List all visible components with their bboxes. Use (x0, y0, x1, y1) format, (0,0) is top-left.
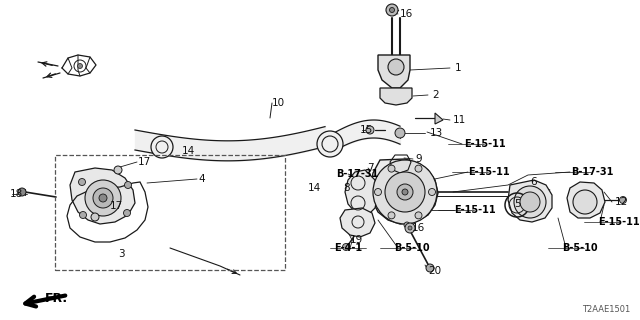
Circle shape (402, 189, 408, 195)
Text: 9: 9 (415, 154, 422, 164)
Text: B-17-31: B-17-31 (336, 169, 378, 179)
Circle shape (124, 210, 131, 217)
Circle shape (388, 59, 404, 75)
Polygon shape (370, 159, 438, 224)
Circle shape (620, 196, 627, 204)
Polygon shape (508, 180, 552, 222)
Text: B-5-10: B-5-10 (394, 243, 429, 253)
Text: E-15-11: E-15-11 (454, 205, 495, 215)
Text: 17: 17 (110, 201, 124, 211)
Text: 4: 4 (198, 174, 205, 184)
Text: 5: 5 (514, 199, 520, 209)
Text: E-4-1: E-4-1 (334, 243, 362, 253)
Circle shape (390, 7, 394, 12)
Circle shape (388, 212, 395, 219)
Circle shape (395, 128, 405, 138)
Circle shape (91, 213, 99, 221)
Circle shape (408, 226, 412, 230)
Text: 11: 11 (453, 115, 467, 125)
Polygon shape (567, 182, 605, 218)
Circle shape (374, 188, 381, 196)
Text: 14: 14 (182, 146, 195, 156)
Circle shape (125, 181, 131, 188)
Circle shape (366, 126, 374, 134)
Polygon shape (435, 113, 443, 124)
Bar (55, 155, 285, 270)
Text: 6: 6 (530, 177, 536, 187)
Circle shape (415, 212, 422, 219)
Text: E-15-11: E-15-11 (468, 167, 509, 177)
Circle shape (114, 166, 122, 174)
Text: 14: 14 (308, 183, 321, 193)
Text: 16: 16 (412, 223, 425, 233)
Circle shape (85, 180, 121, 216)
Polygon shape (380, 88, 412, 105)
Circle shape (514, 186, 546, 218)
Text: 13: 13 (430, 128, 444, 138)
Polygon shape (345, 170, 378, 215)
Text: 12: 12 (615, 197, 628, 207)
Text: 1: 1 (455, 63, 461, 73)
Circle shape (373, 160, 437, 224)
Polygon shape (378, 55, 410, 88)
Text: FR.: FR. (45, 292, 68, 305)
Circle shape (99, 194, 107, 202)
Circle shape (386, 4, 398, 16)
Text: 16: 16 (400, 9, 413, 19)
Circle shape (415, 165, 422, 172)
Text: B-17-31: B-17-31 (571, 167, 613, 177)
Circle shape (79, 179, 86, 186)
Circle shape (429, 188, 435, 196)
Circle shape (342, 244, 349, 251)
Circle shape (405, 223, 415, 233)
Circle shape (573, 190, 597, 214)
Circle shape (18, 188, 26, 196)
Circle shape (388, 165, 395, 172)
Text: 7: 7 (367, 163, 374, 173)
Circle shape (79, 212, 86, 219)
Circle shape (93, 188, 113, 208)
Text: 10: 10 (272, 98, 285, 108)
Text: 17: 17 (138, 157, 151, 167)
Text: E-15-11: E-15-11 (464, 139, 506, 149)
Text: T2AAE1501: T2AAE1501 (582, 305, 630, 314)
Text: 18: 18 (10, 189, 23, 199)
Circle shape (385, 172, 425, 212)
Polygon shape (70, 168, 135, 224)
Text: 20: 20 (428, 266, 441, 276)
Text: B-5-10: B-5-10 (562, 243, 598, 253)
Text: 19: 19 (350, 235, 364, 245)
Circle shape (317, 131, 343, 157)
Text: 8: 8 (343, 183, 349, 193)
Text: 3: 3 (118, 249, 125, 259)
Circle shape (426, 264, 434, 272)
Polygon shape (340, 208, 375, 237)
Text: E-15-11: E-15-11 (598, 217, 639, 227)
Circle shape (404, 222, 410, 228)
Circle shape (151, 136, 173, 158)
Circle shape (77, 63, 83, 68)
Text: 2: 2 (432, 90, 438, 100)
Circle shape (520, 192, 540, 212)
Circle shape (397, 184, 413, 200)
Text: 15: 15 (360, 125, 373, 135)
